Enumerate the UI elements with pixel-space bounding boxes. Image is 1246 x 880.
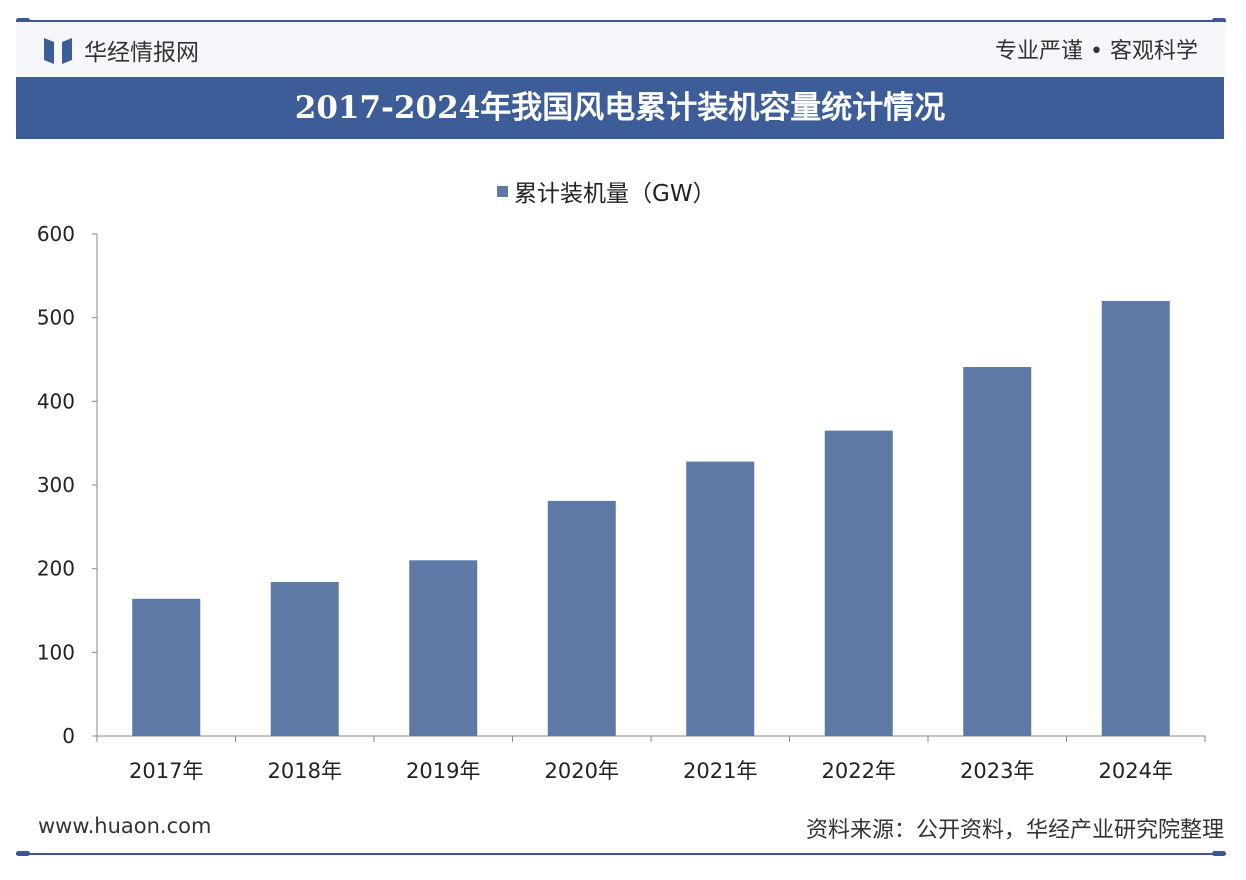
y-tick-label: 600	[37, 222, 75, 246]
x-tick-label: 2024年	[1099, 759, 1173, 783]
bar	[132, 598, 201, 736]
bar	[409, 560, 478, 736]
bar	[547, 500, 616, 736]
legend: 累计装机量（GW）	[497, 174, 716, 208]
x-tick-label: 2022年	[822, 759, 896, 783]
bar	[824, 430, 893, 736]
y-tick-label: 0	[62, 724, 75, 748]
y-tick-label: 400	[37, 389, 75, 413]
chart-title: 2017-2024年我国风电累计装机容量统计情况	[16, 77, 1224, 139]
x-tick-label: 2017年	[129, 759, 203, 783]
legend-swatch	[497, 185, 508, 197]
x-tick-label: 2018年	[268, 759, 342, 783]
x-tick-label: 2020年	[545, 759, 619, 783]
divider-dot	[16, 18, 30, 23]
bar	[686, 461, 755, 736]
bottom-divider	[16, 853, 1226, 855]
x-tick-label: 2019年	[406, 759, 480, 783]
slogan: 专业严谨 • 客观科学	[995, 39, 1198, 64]
bar	[963, 367, 1032, 736]
bar	[270, 582, 339, 736]
legend-label: 累计装机量（GW）	[514, 181, 716, 207]
x-tick-label: 2021年	[683, 759, 757, 783]
header	[16, 22, 1226, 77]
logo-icon	[44, 38, 72, 64]
y-tick-label: 200	[37, 557, 75, 581]
bar	[1101, 300, 1170, 736]
divider-dot	[16, 851, 30, 856]
brand-name: 华经情报网	[84, 40, 199, 66]
y-tick-label: 500	[37, 306, 75, 330]
top-divider	[16, 20, 1226, 22]
x-tick-label: 2023年	[960, 759, 1034, 783]
divider-dot	[1212, 18, 1226, 23]
source-note: 资料来源：公开资料，华经产业研究院整理	[805, 818, 1224, 843]
divider-dot	[1212, 851, 1226, 856]
y-tick-label: 100	[37, 640, 75, 664]
y-tick-label: 300	[37, 473, 75, 497]
website-link[interactable]: www.huaon.com	[38, 814, 212, 838]
